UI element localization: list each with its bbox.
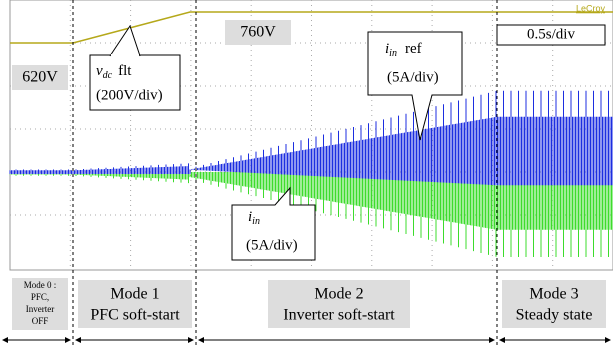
subscript: dc — [103, 70, 113, 81]
brand: LeCroy — [576, 3, 606, 13]
timebase: 0.5s/div — [527, 26, 575, 42]
level-high: 760V — [240, 24, 276, 41]
mode-text: PFC soft-start — [90, 307, 180, 324]
label-text: flt — [118, 63, 132, 79]
mode-text: Mode 0 : — [24, 280, 57, 290]
callout-scale: (200V/div) — [96, 87, 163, 103]
mode-text: Inverter — [26, 304, 54, 314]
callout-scale: (5A/div) — [387, 69, 439, 85]
mode-text: Mode 2 — [314, 286, 363, 303]
mode-text: OFF — [32, 316, 49, 326]
mode-arrows — [2, 337, 611, 343]
mode-text: PFC, — [31, 292, 49, 302]
scope-figure: LeCroy 0.5s/div 620V 760V vdcflt (200V/d… — [0, 0, 613, 346]
mode-text: Mode 3 — [529, 286, 578, 303]
callout-scale: (5A/div) — [246, 237, 298, 253]
subscript: in — [389, 48, 397, 59]
mode-text: Mode 1 — [110, 286, 159, 303]
label-text: ref — [405, 41, 422, 57]
mode-text: Steady state — [516, 307, 593, 324]
subscript: in — [252, 216, 260, 227]
level-low: 620V — [22, 69, 58, 86]
mode-text: Inverter soft-start — [283, 307, 395, 324]
